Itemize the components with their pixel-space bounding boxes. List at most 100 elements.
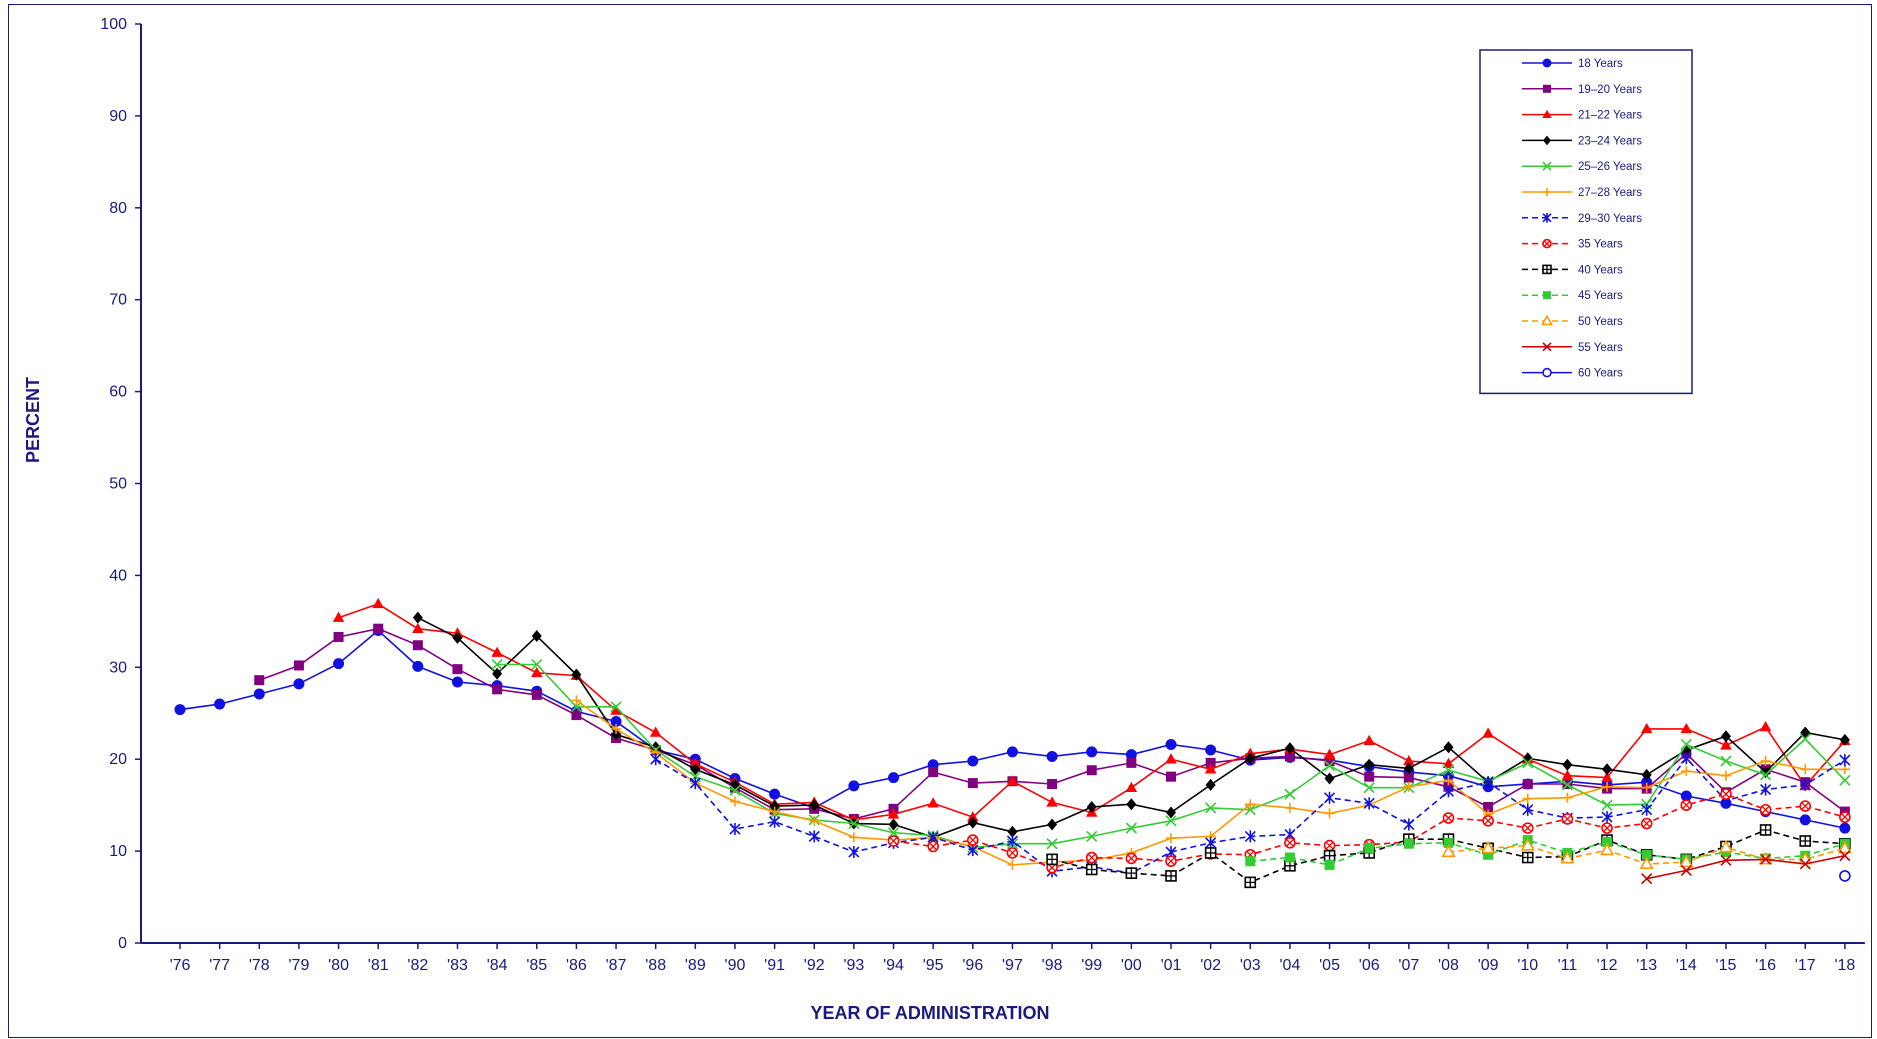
data-point bbox=[1521, 851, 1534, 864]
data-point bbox=[1166, 833, 1176, 844]
x-tick-label: '77 bbox=[209, 957, 230, 974]
data-point bbox=[1403, 781, 1414, 792]
legend-item: 40 Years bbox=[1522, 264, 1623, 276]
data-point bbox=[571, 710, 582, 721]
data-point bbox=[1166, 771, 1176, 782]
data-point bbox=[650, 753, 662, 766]
data-point bbox=[769, 788, 781, 800]
x-tick-label: '90 bbox=[725, 957, 746, 974]
data-point bbox=[928, 767, 939, 778]
data-point bbox=[1323, 748, 1336, 759]
x-tick-label: '05 bbox=[1319, 957, 1340, 974]
data-point bbox=[809, 815, 820, 826]
data-point bbox=[1680, 752, 1692, 765]
data-point bbox=[1363, 797, 1375, 810]
data-point bbox=[1483, 801, 1494, 812]
legend-item: 50 Years bbox=[1522, 314, 1623, 328]
data-point bbox=[1085, 863, 1098, 876]
data-point bbox=[649, 726, 662, 737]
x-tick-label: '00 bbox=[1121, 957, 1142, 974]
data-point bbox=[333, 658, 345, 670]
legend-label: 19–20 Years bbox=[1578, 84, 1642, 96]
data-point bbox=[412, 611, 423, 624]
data-point bbox=[1323, 839, 1336, 852]
data-point bbox=[1204, 847, 1217, 859]
data-point bbox=[1561, 813, 1574, 825]
data-point bbox=[372, 597, 384, 609]
legend-label: 18 Years bbox=[1578, 58, 1623, 70]
data-point bbox=[412, 622, 424, 633]
data-point bbox=[1760, 766, 1771, 779]
y-tick-label: 70 bbox=[109, 292, 127, 309]
data-point bbox=[1602, 781, 1613, 792]
series-line bbox=[1646, 854, 1846, 880]
data-point bbox=[1166, 806, 1176, 819]
legend-item: 21–22 Years bbox=[1522, 110, 1642, 122]
data-point bbox=[1205, 778, 1216, 791]
data-point bbox=[1245, 752, 1256, 765]
data-point bbox=[1640, 817, 1653, 830]
data-point bbox=[1126, 757, 1137, 768]
data-point bbox=[1006, 775, 1019, 786]
y-tick-label: 30 bbox=[109, 659, 127, 676]
legend-item: 18 Years bbox=[1522, 58, 1623, 70]
legend-label: 35 Years bbox=[1578, 239, 1623, 251]
series-3 bbox=[332, 597, 1851, 825]
x-tick-label: '07 bbox=[1398, 957, 1419, 974]
data-point bbox=[1046, 853, 1058, 866]
data-point bbox=[1522, 757, 1534, 769]
data-point bbox=[1165, 815, 1177, 827]
data-point bbox=[1759, 803, 1772, 816]
data-point bbox=[1046, 838, 1058, 850]
data-point bbox=[1482, 814, 1494, 827]
data-point bbox=[1482, 727, 1494, 738]
x-tick-label: '17 bbox=[1795, 957, 1816, 974]
legend-item: 60 Years bbox=[1522, 368, 1623, 380]
data-point bbox=[1324, 756, 1335, 767]
x-tick-label: '03 bbox=[1240, 957, 1261, 974]
data-point bbox=[174, 704, 186, 716]
data-point bbox=[1799, 733, 1811, 745]
x-tick-label: '98 bbox=[1042, 957, 1063, 974]
data-point bbox=[1323, 791, 1336, 804]
legend-item: 19–20 Years bbox=[1522, 84, 1642, 96]
data-point bbox=[1047, 779, 1058, 790]
data-point bbox=[1442, 757, 1455, 769]
data-point bbox=[452, 664, 463, 675]
series-11 bbox=[1441, 837, 1852, 870]
legend-item: 29–30 Years bbox=[1522, 213, 1642, 225]
data-point bbox=[531, 689, 542, 700]
data-point bbox=[967, 778, 978, 789]
data-point bbox=[332, 611, 345, 622]
data-point bbox=[1245, 856, 1256, 867]
data-point bbox=[967, 811, 979, 822]
x-tick-label: '78 bbox=[249, 957, 270, 974]
legend-box bbox=[1479, 49, 1693, 395]
data-point bbox=[1323, 849, 1336, 862]
data-point bbox=[1086, 746, 1098, 758]
data-point bbox=[531, 658, 543, 671]
data-point bbox=[1205, 802, 1217, 814]
data-point bbox=[887, 827, 900, 839]
data-point bbox=[412, 660, 424, 672]
legend-label: 55 Years bbox=[1578, 342, 1623, 354]
data-point bbox=[611, 728, 622, 741]
data-point bbox=[1839, 811, 1851, 823]
series-line bbox=[1250, 839, 1846, 866]
y-tick-label: 60 bbox=[109, 384, 127, 401]
series-layer bbox=[174, 597, 1852, 889]
data-point bbox=[1680, 738, 1692, 751]
data-point bbox=[1442, 785, 1455, 798]
data-point bbox=[689, 757, 702, 769]
data-point bbox=[1443, 837, 1454, 848]
data-point bbox=[1442, 764, 1455, 776]
data-point bbox=[927, 840, 939, 853]
data-point bbox=[1403, 772, 1414, 783]
data-point bbox=[1284, 742, 1295, 755]
data-point bbox=[1562, 792, 1573, 803]
legend-label: 29–30 Years bbox=[1578, 213, 1642, 225]
data-point bbox=[1542, 58, 1552, 68]
data-point bbox=[1760, 853, 1772, 865]
data-point bbox=[1639, 856, 1654, 870]
